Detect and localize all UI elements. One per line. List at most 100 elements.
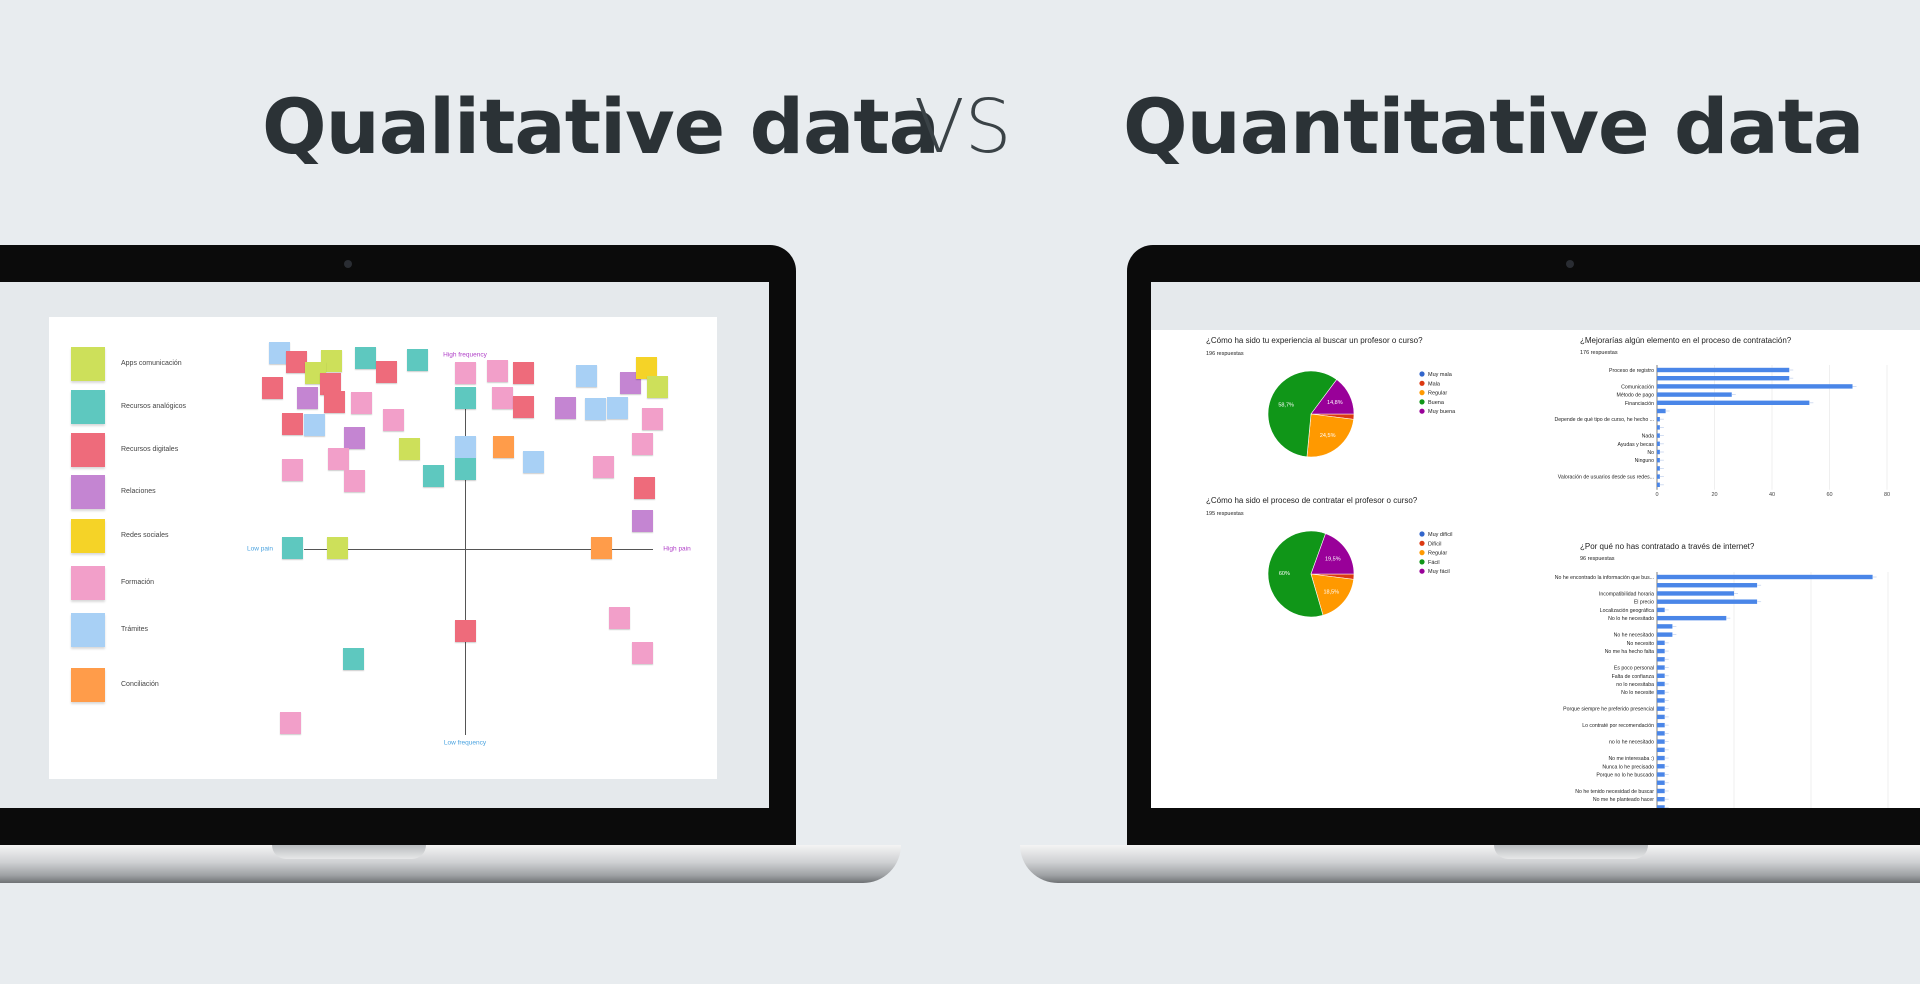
bar [1657,640,1665,646]
sticky-note[interactable] [454,619,476,642]
legend-swatch [71,519,105,553]
sticky-note[interactable] [261,377,283,400]
sticky-note[interactable] [487,360,509,382]
sticky-note[interactable] [591,536,613,559]
sticky-note[interactable] [607,397,629,420]
sticky-note[interactable] [647,375,669,398]
sticky-note[interactable] [492,435,514,458]
category-label: Nunca lo he precisado [1602,764,1654,770]
sticky-note[interactable] [343,648,365,671]
sticky-note[interactable] [269,341,291,364]
sticky-note[interactable] [555,396,577,419]
bar [1657,607,1665,613]
sticky-note[interactable] [280,711,302,734]
category-label: Método de pago [1617,393,1655,399]
sticky-note[interactable] [376,360,398,383]
pie-data-label: 58,7% [1278,402,1294,408]
bar [1657,681,1665,687]
sticky-note[interactable] [296,387,318,410]
pie-data-label: 60% [1279,571,1290,577]
sticky-note[interactable] [631,433,653,456]
sticky-note[interactable] [454,362,476,385]
legend-swatch [71,566,105,600]
bar [1657,722,1665,728]
sticky-note[interactable] [454,458,476,481]
legend-swatch [71,668,105,702]
sticky-note[interactable] [619,371,641,394]
sticky-note[interactable] [382,409,404,431]
category-label: No he necesitado [1614,633,1654,639]
sticky-note[interactable] [523,450,545,473]
sticky-note[interactable] [320,373,342,395]
sticky-note[interactable] [632,641,654,664]
chart-title: ¿Cómo ha sido el proceso de contratar el… [1206,496,1418,505]
x-tick-label: 80 [1884,492,1890,498]
category-label: No lo necesite [1621,690,1654,696]
sticky-note[interactable] [321,349,343,372]
bar [1657,665,1665,670]
category-label: No he tenido necesidad de buscar [1575,789,1654,795]
bar [1657,574,1873,580]
sticky-note[interactable] [304,414,326,436]
sticky-note[interactable] [513,362,535,385]
sticky-note[interactable] [585,397,607,420]
x-tick-label: 60 [1826,492,1832,498]
category-label: No [1647,450,1654,456]
legend-label: Conciliación [121,681,159,688]
sticky-note[interactable] [422,464,444,487]
category-label: No me he planteado hacer [1593,797,1654,803]
sticky-note[interactable] [592,456,614,479]
left-laptop-base [0,845,901,883]
sticky-note[interactable] [608,606,630,629]
right-laptop-notch [1494,845,1648,859]
sticky-note[interactable] [575,365,597,387]
legend-label: Buena [1428,400,1445,406]
sticky-note[interactable] [343,469,365,492]
category-label: No he encontrado la información que bus.… [1555,575,1654,581]
pie-data-label: 14,8% [1327,400,1343,406]
left-laptop-notch [272,845,426,859]
sticky-note[interactable] [354,346,376,369]
bar [1657,714,1665,720]
sticky-note[interactable] [454,435,476,458]
bar [1657,376,1790,381]
sticky-note[interactable] [282,413,304,436]
chart-subtitle: 196 respuestas [1206,351,1244,357]
bar [1657,615,1727,621]
pie-slice [1310,379,1355,415]
category-label: no lo he necesitado [1609,740,1654,746]
sticky-note[interactable] [351,392,373,415]
legend-swatch [71,433,105,467]
legend-dot [1419,531,1425,537]
sticky-note[interactable] [326,536,348,559]
sticky-note[interactable] [641,408,663,431]
sticky-note[interactable] [454,387,476,410]
sticky-note[interactable] [632,509,654,532]
sticky-note[interactable] [513,396,535,419]
pie-data-label: 19,5% [1325,557,1341,563]
sticky-note[interactable] [327,447,349,470]
sticky-note[interactable] [285,350,307,373]
category-label: No lo he necesitado [1608,616,1654,622]
sticky-note[interactable] [282,536,304,559]
sticky-note[interactable] [282,459,304,481]
bar [1657,433,1660,438]
bar [1657,632,1673,637]
category-label: Ninguno [1635,458,1654,464]
axis-label-high-pain: High pain [663,545,691,553]
pie-slice [1310,573,1354,616]
sticky-note[interactable] [636,356,658,379]
bar [1657,400,1810,405]
sticky-note[interactable] [343,426,365,449]
right-laptop-screen: ¿Cómo ha sido tu experiencia al buscar u… [1151,282,1920,808]
sticky-note[interactable] [633,477,655,500]
sticky-note[interactable] [323,391,345,414]
horizontal-axis [304,549,653,550]
sticky-note[interactable] [491,387,513,410]
bar [1657,624,1673,629]
sticky-note[interactable] [399,438,421,461]
survey-charts: ¿Cómo ha sido tu experiencia al buscar u… [1206,336,1890,808]
legend-swatch [71,475,105,509]
sticky-note[interactable] [407,349,429,371]
x-tick-label: 20 [1711,492,1717,498]
